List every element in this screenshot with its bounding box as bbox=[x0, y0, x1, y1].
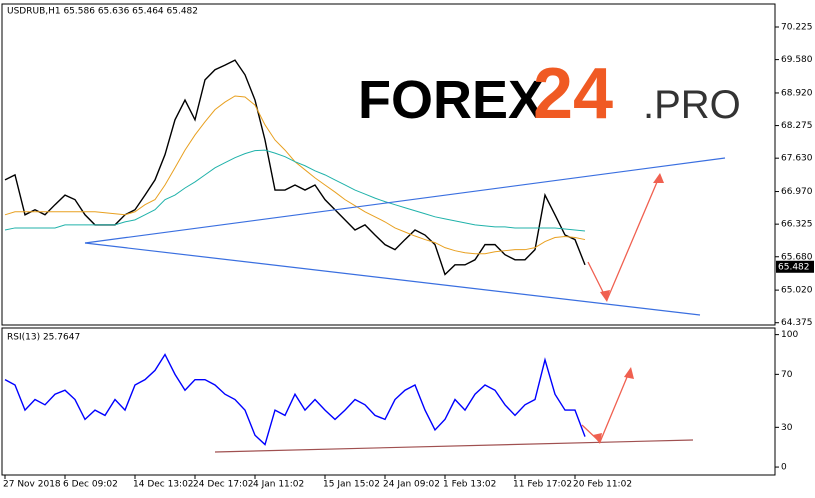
x-tick-label: 24 Jan 09:02 bbox=[383, 480, 440, 490]
last-price-box bbox=[776, 260, 814, 273]
last-price-label: 65.482 bbox=[778, 262, 810, 272]
rsi-trend-line bbox=[214, 439, 694, 453]
x-tick-label: 27 Nov 2018 bbox=[3, 480, 61, 490]
arrow-head bbox=[593, 433, 602, 444]
price-panel bbox=[1, 3, 776, 326]
chart-title: USDRUB,H1 65.586 65.636 65.464 65.482 bbox=[7, 7, 198, 17]
y-tick-label: 66.970 bbox=[781, 187, 813, 197]
x-tick-label: 20 Feb 11:02 bbox=[573, 480, 632, 490]
arrow-head bbox=[653, 173, 664, 183]
x-tick-label: 4 Jan 11:02 bbox=[253, 480, 304, 490]
x-tick-label: 24 Dec 17:02 bbox=[193, 480, 254, 490]
logo-number: 24 bbox=[533, 54, 613, 134]
y-tick-label: 70 bbox=[781, 370, 793, 380]
x-tick-label: 14 Dec 13:02 bbox=[133, 480, 194, 490]
trend-line bbox=[84, 242, 701, 316]
x-tick-label: 11 Feb 17:02 bbox=[513, 480, 572, 490]
logo-suffix: .PRO bbox=[643, 83, 741, 127]
y-tick-label: 68.275 bbox=[781, 121, 813, 131]
y-tick-label: 70.225 bbox=[781, 23, 813, 33]
rsi-panel bbox=[1, 327, 776, 476]
arrow-head bbox=[624, 367, 634, 379]
x-tick-label: 15 Jan 15:02 bbox=[323, 480, 380, 490]
y-tick-label: 66.325 bbox=[781, 220, 813, 230]
y-tick-label: 30 bbox=[781, 423, 793, 433]
y-tick-label: 64.375 bbox=[781, 318, 813, 328]
arrow-head bbox=[600, 290, 610, 302]
x-tick-label: 6 Dec 09:02 bbox=[63, 480, 118, 490]
y-tick-label: 67.630 bbox=[781, 154, 813, 164]
y-tick-label: 0 bbox=[781, 463, 787, 473]
y-tick-label: 69.580 bbox=[781, 55, 813, 65]
y-tick-label: 65.020 bbox=[781, 286, 813, 296]
plot-layer bbox=[4, 26, 779, 479]
y-tick-label: 68.920 bbox=[781, 88, 813, 98]
logo-text: FOREX bbox=[358, 70, 544, 130]
trend-line bbox=[84, 157, 726, 244]
x-tick-label: 1 Feb 13:02 bbox=[443, 480, 496, 490]
series-line bbox=[4, 353, 586, 446]
rsi-title: RSI(13) 25.7647 bbox=[7, 333, 80, 343]
series-line bbox=[4, 149, 586, 232]
y-tick-label: 100 bbox=[781, 330, 798, 340]
y-tick-label: 65.680 bbox=[781, 252, 813, 262]
